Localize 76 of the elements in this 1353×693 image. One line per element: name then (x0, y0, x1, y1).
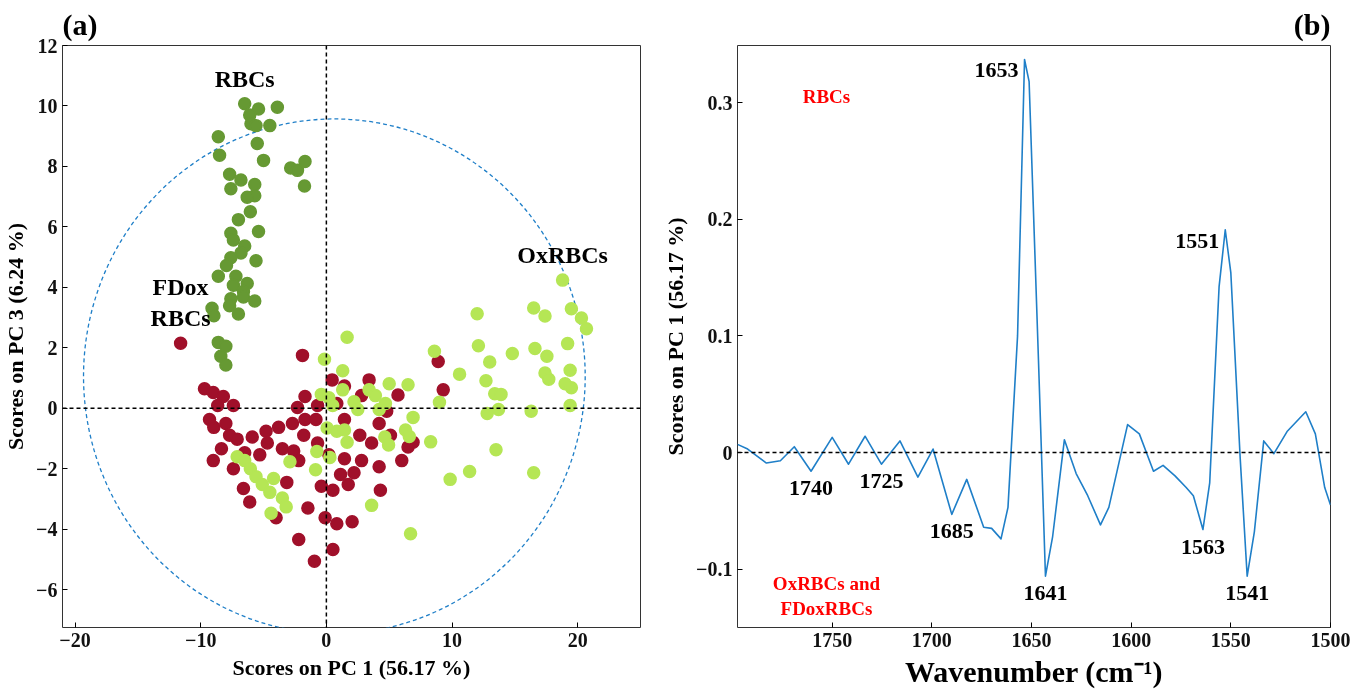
y-tick-label: 4 (47, 276, 58, 299)
x-tick-label: 1700 (911, 628, 952, 651)
point (211, 130, 226, 144)
chart-title: (a) (62, 7, 98, 42)
point (249, 254, 263, 268)
point (211, 269, 226, 283)
point (231, 307, 246, 321)
x-axis-title: Scores on PC 1 (56.17 %) (232, 654, 471, 680)
y-tick-label: 10 (37, 94, 58, 117)
point (234, 246, 248, 260)
annotation: 1740 (789, 475, 834, 501)
point (290, 163, 305, 178)
y-tick-label: 0 (722, 441, 733, 464)
point (222, 299, 237, 313)
point (234, 173, 248, 187)
point (224, 182, 238, 196)
annotation: RBCs (802, 85, 851, 107)
y-tick-label: −2 (36, 457, 58, 480)
point (256, 153, 271, 168)
point (219, 339, 233, 354)
point (298, 154, 312, 169)
x-tick-label: 10 (442, 628, 463, 651)
point (251, 224, 266, 239)
annotation: 1563 (1180, 533, 1225, 559)
y-tick-label: 0.1 (707, 324, 733, 347)
y-tick-label: −4 (36, 518, 58, 541)
x-tick-label: 1750 (812, 628, 853, 651)
point (219, 358, 233, 372)
point (263, 118, 277, 133)
point (248, 177, 262, 192)
annotation: 1551 (1175, 227, 1220, 253)
point (226, 278, 241, 292)
point (250, 136, 265, 151)
x-tick-label: −10 (185, 628, 217, 651)
x-tick-label: 1500 (1310, 628, 1351, 651)
annotation: OxRBCs and FDoxRBCs (772, 573, 881, 620)
point (297, 179, 312, 193)
annotation: 1725 (859, 468, 904, 494)
x-tick-label: 0 (321, 628, 332, 651)
y-tick-label: 2 (47, 336, 58, 359)
annotation: 1541 (1225, 580, 1270, 606)
y-axis-title: Scores on PC 3 (6.24 %) (3, 223, 29, 450)
point (270, 100, 285, 114)
annotation: 1653 (974, 57, 1019, 83)
x-tick-label: 1550 (1210, 628, 1251, 651)
x-axis-title: Wavenumber (cm⁻¹) (904, 654, 1163, 689)
x-tick-label: 20 (567, 628, 588, 651)
series-label: OxRBCs (517, 242, 608, 269)
y-tick-label: 12 (37, 34, 58, 57)
point (248, 294, 262, 308)
series-label: RBCs (214, 65, 275, 92)
y-tick-label: −0.1 (696, 558, 733, 581)
y-tick-label: 6 (47, 215, 58, 238)
point (237, 97, 252, 111)
y-tick-label: 0 (47, 397, 58, 420)
point (226, 233, 241, 247)
line-series (737, 58, 1331, 577)
y-tick-label: 0.2 (707, 208, 733, 231)
annotation: 1685 (929, 518, 974, 544)
x-tick-label: 1600 (1111, 628, 1152, 651)
point (243, 205, 258, 219)
y-axis-title: Scores on PC 1 (56.17 %) (663, 217, 689, 456)
point (249, 118, 263, 133)
annotation: 1641 (1023, 580, 1068, 606)
series-label: FDox RBCs (150, 274, 211, 332)
point (222, 167, 237, 182)
y-tick-label: −6 (36, 578, 58, 601)
point (231, 212, 246, 227)
point (240, 190, 254, 205)
y-tick-label: 8 (47, 155, 58, 178)
x-tick-label: −20 (59, 628, 91, 651)
x-tick-label: 1650 (1011, 628, 1052, 651)
point (219, 258, 234, 273)
chart-title: (b) (1293, 7, 1331, 42)
point (212, 148, 227, 162)
y-tick-label: 0.3 (707, 91, 733, 114)
